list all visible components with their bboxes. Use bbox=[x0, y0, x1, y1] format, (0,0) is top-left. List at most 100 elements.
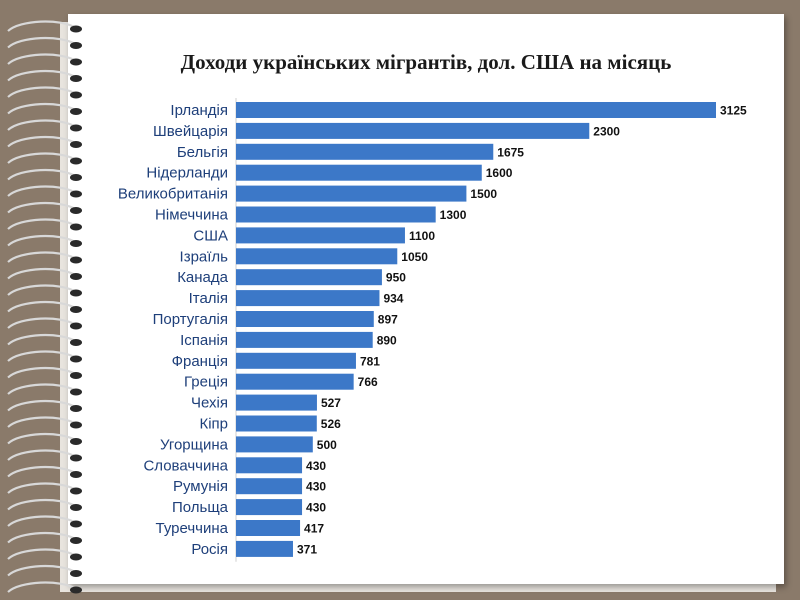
spiral-ring bbox=[7, 416, 77, 428]
spiral-ring bbox=[7, 482, 77, 494]
bar bbox=[236, 102, 716, 118]
category-label: Ізраїль bbox=[180, 248, 229, 265]
binding-hole bbox=[70, 553, 82, 561]
category-label: Греція bbox=[184, 374, 228, 391]
bar bbox=[236, 331, 373, 348]
value-label: 1500 bbox=[470, 187, 497, 201]
spiral-ring bbox=[7, 102, 77, 115]
binding-hole bbox=[70, 25, 82, 33]
category-label: Бельгія bbox=[177, 144, 228, 161]
binding-hole bbox=[70, 190, 82, 198]
category-label: Кіпр bbox=[199, 416, 228, 433]
spiral-ring bbox=[7, 333, 77, 346]
value-label: 934 bbox=[383, 292, 403, 306]
category-label: Великобританія bbox=[118, 186, 228, 203]
category-label: Угорщина bbox=[160, 436, 229, 453]
spiral-ring bbox=[7, 69, 77, 82]
binding-hole bbox=[70, 289, 82, 297]
binding-hole bbox=[70, 141, 82, 148]
spiral-ring bbox=[7, 350, 77, 362]
spiral-ring bbox=[7, 119, 77, 131]
binding-hole bbox=[70, 108, 82, 115]
binding-hole bbox=[70, 537, 82, 544]
value-label: 500 bbox=[317, 438, 337, 452]
binding-hole bbox=[70, 454, 82, 462]
binding-hole bbox=[70, 421, 82, 429]
binding-hole bbox=[70, 273, 82, 280]
binding-hole bbox=[70, 58, 82, 66]
spiral-ring bbox=[7, 581, 77, 593]
spiral-ring bbox=[7, 531, 77, 544]
spiral-ring bbox=[7, 498, 77, 511]
bar bbox=[236, 394, 317, 411]
category-label: Польща bbox=[172, 499, 229, 516]
bar bbox=[236, 457, 303, 474]
bar bbox=[236, 415, 317, 432]
value-label: 1300 bbox=[440, 208, 467, 222]
bar bbox=[236, 311, 374, 327]
spiral-ring bbox=[7, 284, 77, 296]
binding-hole bbox=[70, 388, 82, 396]
chart-title: Доходи українських мігрантів, дол. США н… bbox=[180, 50, 672, 74]
bar bbox=[236, 478, 303, 495]
bar bbox=[236, 185, 467, 202]
bar bbox=[236, 164, 482, 181]
spiral-ring bbox=[7, 201, 77, 214]
binding-hole bbox=[70, 520, 82, 528]
value-label: 897 bbox=[378, 313, 398, 327]
category-label: Росія bbox=[191, 541, 228, 558]
category-label: Словаччина bbox=[143, 457, 228, 474]
spiral-ring bbox=[7, 86, 77, 98]
value-label: 890 bbox=[377, 333, 397, 347]
value-label: 430 bbox=[306, 501, 326, 515]
value-label: 1100 bbox=[409, 229, 435, 243]
value-label: 417 bbox=[304, 522, 324, 536]
binding-hole bbox=[70, 322, 82, 330]
bar bbox=[236, 248, 398, 265]
category-label: Іспанія bbox=[180, 332, 228, 349]
category-label: Нідерланди bbox=[146, 165, 228, 182]
spiral-ring bbox=[7, 564, 77, 577]
spiral-ring bbox=[7, 399, 77, 412]
binding-hole bbox=[70, 75, 82, 82]
category-label: Швейцарія bbox=[153, 123, 228, 140]
spiral-ring bbox=[7, 218, 77, 230]
category-label: Німеччина bbox=[155, 207, 229, 224]
spiral-ring bbox=[7, 135, 77, 148]
bar bbox=[236, 227, 405, 244]
category-label: Чехія bbox=[191, 395, 228, 412]
binding-hole bbox=[70, 355, 82, 363]
bar-chart: Ірландія 3125 Швейцарія 2300 Бельгія 1675 Ніде… bbox=[118, 98, 747, 562]
bar bbox=[236, 436, 313, 453]
spiral-ring bbox=[7, 53, 77, 65]
binding-hole bbox=[70, 240, 82, 247]
value-label: 430 bbox=[306, 480, 326, 494]
bar bbox=[236, 520, 301, 536]
category-label: Франція bbox=[172, 353, 228, 370]
binding-hole bbox=[70, 42, 82, 49]
value-label: 781 bbox=[360, 354, 380, 368]
value-label: 430 bbox=[306, 459, 326, 473]
spiral-ring bbox=[7, 548, 77, 560]
value-label: 2300 bbox=[593, 124, 620, 138]
value-label: 1600 bbox=[486, 166, 513, 180]
binding-hole bbox=[70, 405, 82, 412]
spiral-ring bbox=[7, 366, 77, 379]
binding-hole bbox=[70, 586, 82, 594]
spiral-ring bbox=[7, 20, 77, 32]
category-label: Італія bbox=[189, 290, 228, 307]
category-label: Румунія bbox=[173, 478, 228, 495]
spiral-ring bbox=[7, 432, 77, 445]
spiral-ring bbox=[7, 152, 77, 164]
binding-hole bbox=[70, 207, 82, 214]
value-label: 527 bbox=[321, 396, 341, 410]
binding-hole bbox=[70, 256, 82, 264]
category-label: Канада bbox=[177, 269, 228, 286]
binding-hole bbox=[70, 438, 82, 445]
category-label: Португалія bbox=[153, 311, 228, 328]
value-label: 371 bbox=[297, 542, 317, 556]
value-label: 526 bbox=[321, 417, 341, 431]
spiral-ring bbox=[7, 36, 77, 49]
bar bbox=[236, 290, 380, 307]
binding-hole bbox=[70, 91, 82, 99]
